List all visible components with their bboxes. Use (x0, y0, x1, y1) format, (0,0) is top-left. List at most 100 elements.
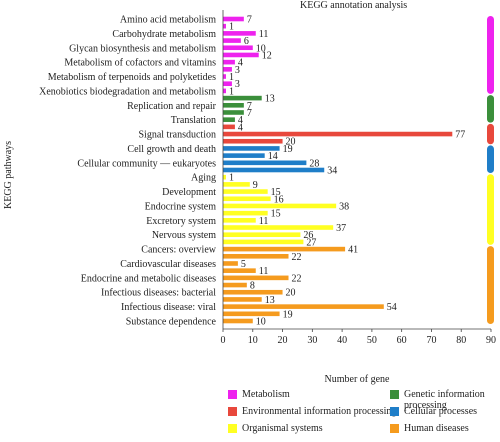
bar-value-label: 20 (286, 137, 296, 148)
category-strip (487, 123, 494, 145)
pathway-label: Substance dependence (126, 317, 217, 328)
bar (223, 311, 280, 317)
bar (223, 289, 283, 295)
bar (223, 110, 244, 115)
pathway-label: Aging (191, 173, 216, 184)
bar (223, 282, 247, 288)
pathway-label: Development (162, 187, 216, 198)
x-tick-label: 20 (278, 335, 288, 346)
pathway-label: Metabolism of cofactors and vitamins (64, 58, 216, 69)
bar-value-label: 12 (262, 50, 272, 61)
x-tick-label: 80 (456, 335, 466, 346)
bar (223, 102, 244, 108)
bar (223, 261, 238, 266)
bar (223, 225, 334, 230)
bar-value-label: 11 (259, 266, 269, 277)
pathway-label: Cellular community — eukaryotes (77, 158, 216, 169)
bar (223, 160, 307, 166)
bar-value-label: 16 (274, 194, 284, 205)
pathway-label: Endocrine system (145, 201, 217, 212)
bar-value-label: 22 (292, 252, 302, 263)
bar (223, 138, 283, 144)
category-strip (487, 145, 494, 173)
bar (223, 153, 265, 158)
bar-value-label: 3 (235, 65, 240, 76)
bar-value-label: 26 (303, 230, 313, 241)
bar-value-label: 38 (339, 201, 349, 212)
bar-value-label: 20 (286, 288, 296, 299)
bar (223, 67, 232, 72)
bar-value-label: 8 (250, 281, 255, 292)
x-tick-label: 0 (221, 335, 226, 346)
bar (223, 59, 235, 65)
bar (223, 146, 280, 151)
bar (223, 196, 271, 202)
category-strip (487, 246, 494, 324)
bar (223, 95, 262, 101)
pathway-label: Replication and repair (127, 101, 217, 112)
bar-value-label: 1 (229, 22, 234, 33)
pathway-label: Cell growth and death (127, 144, 216, 155)
bar-value-label: 22 (292, 273, 302, 284)
bar-value-label: 34 (327, 166, 337, 177)
bar (223, 52, 259, 58)
x-tick-label: 30 (307, 335, 317, 346)
bar-value-label: 10 (256, 317, 266, 328)
bar (223, 189, 268, 194)
bar-value-label: 3 (235, 79, 240, 90)
y-axis-label: KEGG pathways (3, 141, 14, 209)
bar-value-label: 4 (238, 58, 243, 69)
bar-value-label: 10 (256, 43, 266, 54)
bar (223, 124, 235, 130)
bar-value-label: 6 (244, 36, 249, 47)
bar (223, 88, 226, 94)
bar-value-label: 15 (271, 187, 281, 198)
bar (223, 218, 256, 223)
bar-value-label: 19 (283, 309, 293, 320)
bar (223, 131, 453, 137)
pathway-label: Signal transduction (139, 130, 217, 141)
bar (223, 45, 253, 51)
bar (223, 182, 250, 187)
bar-value-label: 13 (265, 295, 275, 306)
bar (223, 304, 384, 309)
bar (223, 239, 304, 245)
chart-title: KEGG annotation analysis (300, 0, 408, 11)
bar (223, 210, 268, 216)
bar (223, 167, 325, 173)
category-strip (487, 174, 494, 245)
bar-value-label: 5 (241, 259, 246, 270)
pathway-label: Endocrine and metabolic diseases (81, 273, 216, 284)
bar-value-label: 1 (229, 86, 234, 97)
pathway-label: Translation (171, 115, 216, 126)
bar (223, 74, 226, 79)
x-tick-label: 60 (397, 335, 407, 346)
bar-value-label: 14 (268, 151, 278, 162)
bar (223, 318, 253, 324)
bar (223, 203, 337, 209)
bar-value-label: 15 (271, 209, 281, 220)
bar-value-label: 37 (336, 223, 346, 234)
bar-value-label: 4 (238, 115, 243, 126)
pathway-label: Xenobiotics biodegradation and metabolis… (39, 86, 216, 97)
pathway-label: Cardiovascular diseases (120, 259, 216, 270)
bar-value-label: 19 (283, 144, 293, 155)
bar-value-label: 4 (238, 122, 243, 133)
bar-value-label: 11 (259, 216, 269, 227)
bar (223, 16, 244, 22)
bar (223, 38, 241, 43)
bar (223, 297, 262, 302)
bar-value-label: 9 (253, 180, 258, 191)
bar-value-label: 13 (265, 94, 275, 105)
bar-value-label: 28 (309, 158, 319, 169)
bar (223, 81, 232, 87)
bar-value-label: 41 (348, 245, 358, 256)
pathway-label: Infectious disease: viral (121, 302, 216, 313)
bar-value-label: 1 (229, 72, 234, 83)
pathway-label: Glycan biosynthesis and metabolism (69, 43, 216, 54)
bar (223, 174, 226, 180)
pathway-label: Cancers: overview (141, 245, 216, 256)
category-strip (487, 16, 494, 94)
bar-value-label: 7 (247, 108, 252, 119)
